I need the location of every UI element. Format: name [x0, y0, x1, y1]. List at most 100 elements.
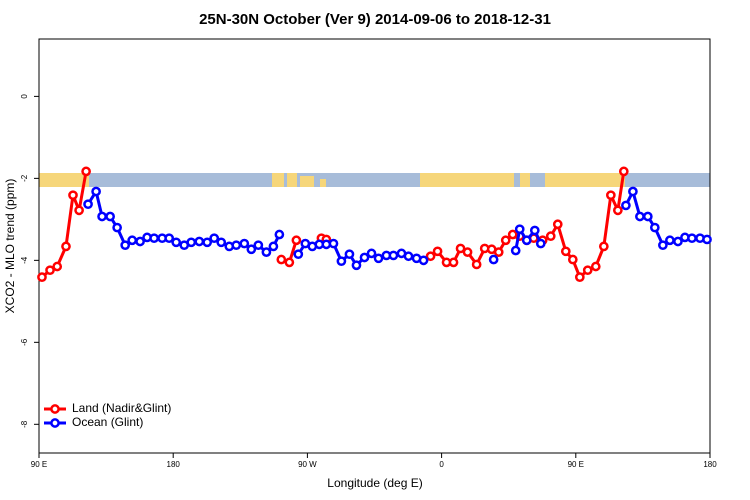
point: [74, 205, 84, 216]
legend-label: Ocean (Glint): [72, 415, 143, 429]
land-strip: [287, 173, 297, 187]
point: [628, 186, 638, 197]
point: [448, 257, 459, 268]
land-strip: [320, 179, 326, 187]
point: [246, 244, 257, 255]
point: [91, 186, 101, 197]
point: [351, 260, 362, 271]
point: [425, 251, 436, 262]
x-axis-label: Longitude (deg E): [327, 476, 422, 490]
point: [216, 237, 227, 248]
x-tick-label: 180: [167, 460, 181, 469]
point: [276, 254, 287, 265]
land-strip: [39, 173, 89, 187]
point: [605, 190, 616, 201]
point: [366, 248, 377, 259]
point: [83, 199, 93, 210]
point: [61, 241, 71, 252]
land-strip: [272, 173, 284, 187]
point: [52, 261, 63, 272]
point: [268, 241, 279, 252]
point: [462, 247, 473, 257]
legend-marker: [50, 418, 60, 428]
y-axis-label: XCO2 - MLO trend (ppm): [3, 179, 17, 314]
point: [37, 272, 47, 283]
point: [618, 166, 629, 177]
chart-title: 25N-30N October (Ver 9) 2014-09-06 to 20…: [199, 11, 551, 28]
point: [359, 252, 370, 263]
point: [582, 265, 593, 276]
point: [521, 235, 532, 246]
point: [642, 211, 653, 222]
point: [687, 233, 697, 244]
point: [239, 238, 250, 249]
point: [403, 251, 414, 262]
point: [635, 211, 645, 222]
x-tick-label: 0: [439, 460, 444, 469]
point: [673, 236, 683, 247]
point: [231, 240, 242, 251]
y-tick-label: -4: [20, 256, 29, 264]
point: [658, 240, 668, 251]
land-strip: [520, 173, 530, 187]
point: [574, 272, 585, 283]
point: [552, 219, 563, 230]
point: [373, 253, 384, 264]
point: [488, 254, 499, 265]
land-strip: [545, 173, 625, 187]
point: [510, 245, 521, 256]
point: [612, 205, 623, 216]
point: [274, 229, 285, 240]
point: [500, 235, 511, 246]
land-ocean-strip: [39, 173, 710, 187]
point: [545, 231, 556, 242]
point: [535, 238, 546, 249]
ocean-strip: [39, 173, 710, 187]
point: [598, 241, 609, 252]
point: [471, 259, 482, 270]
legend: Land (Nadir&Glint)Ocean (Glint): [44, 401, 171, 429]
point: [149, 233, 159, 244]
point: [493, 247, 504, 257]
point: [112, 222, 122, 233]
point: [649, 222, 660, 233]
point: [209, 233, 220, 244]
point: [284, 257, 295, 268]
point: [261, 247, 272, 257]
point: [665, 235, 675, 246]
x-tick-label: 180: [703, 460, 717, 469]
y-tick-label: -2: [20, 174, 29, 182]
point: [45, 265, 55, 276]
point: [186, 237, 197, 248]
point: [164, 233, 175, 244]
point: [127, 235, 138, 246]
x-tick-label: 90 W: [298, 460, 317, 469]
legend-marker: [50, 404, 60, 414]
point: [567, 254, 578, 265]
point: [120, 240, 131, 251]
y-tick-label: -8: [20, 420, 29, 428]
land-strip: [300, 176, 314, 187]
point: [202, 237, 213, 248]
point: [418, 255, 429, 266]
y-tick-label: 0: [20, 94, 29, 99]
point: [702, 234, 712, 245]
point: [344, 249, 355, 260]
point: [97, 211, 107, 222]
point: [293, 249, 304, 260]
point: [68, 190, 78, 201]
point: [432, 246, 443, 257]
point: [514, 224, 525, 235]
point: [455, 243, 466, 254]
x-tick-label: 90 E: [31, 460, 47, 469]
plot-frame: [38, 38, 711, 454]
point: [253, 240, 264, 251]
point: [529, 225, 540, 236]
point: [590, 261, 601, 272]
point: [328, 238, 339, 249]
point: [105, 211, 115, 222]
legend-label: Land (Nadir&Glint): [72, 401, 171, 415]
x-tick-label: 90 E: [568, 460, 584, 469]
point: [388, 250, 399, 261]
